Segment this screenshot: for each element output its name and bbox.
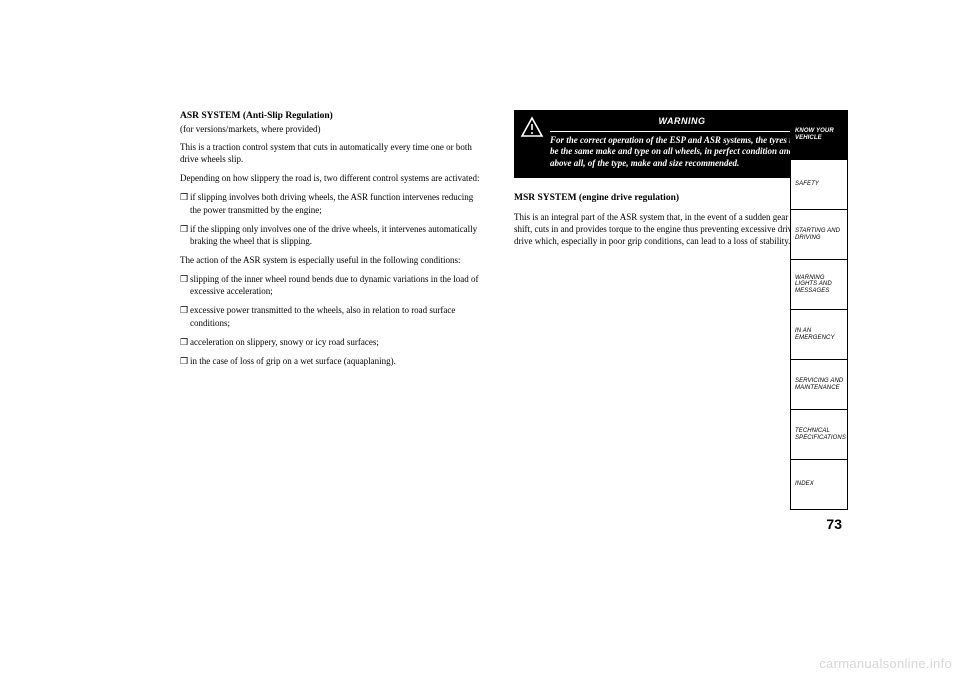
para: This is a traction control system that c… xyxy=(180,141,486,165)
list-text: acceleration on slippery, snowy or icy r… xyxy=(190,336,486,348)
warning-body: For the correct operation of the ESP and… xyxy=(550,135,814,170)
tab-technical[interactable]: TECHNICAL SPECIFICATIONS xyxy=(790,410,848,460)
warning-triangle-icon xyxy=(520,116,544,138)
list-text: excessive power transmitted to the wheel… xyxy=(190,304,486,328)
list-item: ❒ excessive power transmitted to the whe… xyxy=(180,304,486,328)
tab-emergency[interactable]: IN AN EMERGENCY xyxy=(790,310,848,360)
bullet: ❒ xyxy=(180,191,190,215)
list-item: ❒ if the slipping only involves one of t… xyxy=(180,223,486,247)
sidebar-tabs: KNOW YOUR VEHICLE SAFETY STARTING AND DR… xyxy=(790,110,848,510)
tab-starting-driving[interactable]: STARTING AND DRIVING xyxy=(790,210,848,260)
left-column: ASR SYSTEM (Anti-Slip Regulation) (for v… xyxy=(180,110,490,374)
watermark: carmanualsonline.info xyxy=(819,656,952,671)
list-item: ❒ slipping of the inner wheel round bend… xyxy=(180,273,486,297)
list-item: ❒ acceleration on slippery, snowy or icy… xyxy=(180,336,486,348)
bullet: ❒ xyxy=(180,223,190,247)
list-text: if slipping involves both driving wheels… xyxy=(190,191,486,215)
tab-servicing[interactable]: SERVICING AND MAINTENANCE xyxy=(790,360,848,410)
bullet: ❒ xyxy=(180,336,190,348)
bullet: ❒ xyxy=(180,304,190,328)
list-text: if the slipping only involves one of the… xyxy=(190,223,486,247)
warning-header: WARNING For the correct operation of the… xyxy=(520,116,814,170)
list-item: ❒ if slipping involves both driving whee… xyxy=(180,191,486,215)
tab-warning-lights[interactable]: WARNING LIGHTS AND MESSAGES xyxy=(790,260,848,310)
page-number: 73 xyxy=(826,516,842,532)
msr-heading: MSR SYSTEM (engine drive regulation) xyxy=(514,192,820,205)
warning-title: WARNING xyxy=(550,116,814,132)
asr-subhead: (for versions/markets, where provided) xyxy=(180,123,486,135)
warning-box: WARNING For the correct operation of the… xyxy=(514,110,820,178)
bullet: ❒ xyxy=(180,273,190,297)
tab-know-your-vehicle[interactable]: KNOW YOUR VEHICLE xyxy=(790,110,848,160)
list-item: ❒ in the case of loss of grip on a wet s… xyxy=(180,355,486,367)
para: This is an integral part of the ASR syst… xyxy=(514,211,820,247)
page-content: ASR SYSTEM (Anti-Slip Regulation) (for v… xyxy=(180,110,820,374)
para: Depending on how slippery the road is, t… xyxy=(180,172,486,184)
para: The action of the ASR system is especial… xyxy=(180,254,486,266)
tab-safety[interactable]: SAFETY xyxy=(790,160,848,210)
bullet: ❒ xyxy=(180,355,190,367)
asr-heading: ASR SYSTEM (Anti-Slip Regulation) xyxy=(180,110,486,123)
right-column: WARNING For the correct operation of the… xyxy=(510,110,820,374)
list-text: slipping of the inner wheel round bends … xyxy=(190,273,486,297)
list-text: in the case of loss of grip on a wet sur… xyxy=(190,355,486,367)
tab-index[interactable]: INDEX xyxy=(790,460,848,510)
